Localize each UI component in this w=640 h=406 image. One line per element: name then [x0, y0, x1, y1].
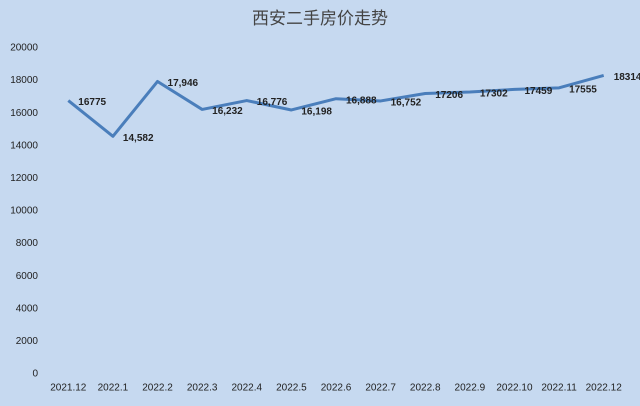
data-label: 16,752: [391, 98, 422, 109]
data-label: 14,582: [123, 133, 154, 144]
chart-title: 西安二手房价走势: [252, 9, 388, 28]
x-tick-label: 2022.6: [321, 383, 352, 394]
data-label: 16,232: [212, 106, 243, 117]
y-tick-label: 4000: [16, 303, 39, 314]
x-tick-label: 2022.1: [98, 383, 129, 394]
x-tick-label: 2022.9: [455, 383, 486, 394]
data-label: 16,776: [257, 97, 288, 108]
y-tick-label: 14000: [10, 140, 38, 151]
data-label: 17302: [480, 89, 508, 100]
y-tick-label: 16000: [10, 108, 38, 119]
x-tick-label: 2022.5: [276, 383, 307, 394]
y-tick-label: 10000: [10, 206, 38, 217]
x-tick-label: 2021.12: [50, 383, 87, 394]
x-tick-label: 2022.7: [365, 383, 396, 394]
x-tick-label: 2022.11: [541, 383, 577, 394]
data-label: 17459: [524, 86, 552, 97]
y-tick-label: 20000: [10, 43, 38, 54]
y-tick-label: 8000: [16, 238, 39, 249]
y-tick-label: 6000: [16, 271, 39, 282]
x-tick-label: 2022.4: [231, 383, 262, 394]
x-tick-label: 2022.3: [187, 383, 218, 394]
data-label: 17,946: [168, 78, 199, 89]
data-label: 16775: [78, 97, 106, 108]
x-tick-label: 2022.10: [496, 383, 533, 394]
y-tick-label: 18000: [10, 75, 38, 86]
data-label: 17555: [569, 84, 597, 95]
x-tick-label: 2022.12: [586, 383, 623, 394]
data-label: 16,198: [301, 107, 332, 118]
data-label: 18314: [614, 72, 640, 83]
y-tick-label: 2000: [16, 336, 39, 347]
data-line: [67, 74, 605, 138]
data-label: 17206: [435, 90, 463, 101]
y-tick-label: 12000: [10, 173, 38, 184]
data-label: 16,888: [346, 95, 377, 106]
x-tick-label: 2022.8: [410, 383, 441, 394]
y-tick-label: 0: [32, 369, 38, 380]
x-tick-label: 2022.2: [142, 383, 173, 394]
